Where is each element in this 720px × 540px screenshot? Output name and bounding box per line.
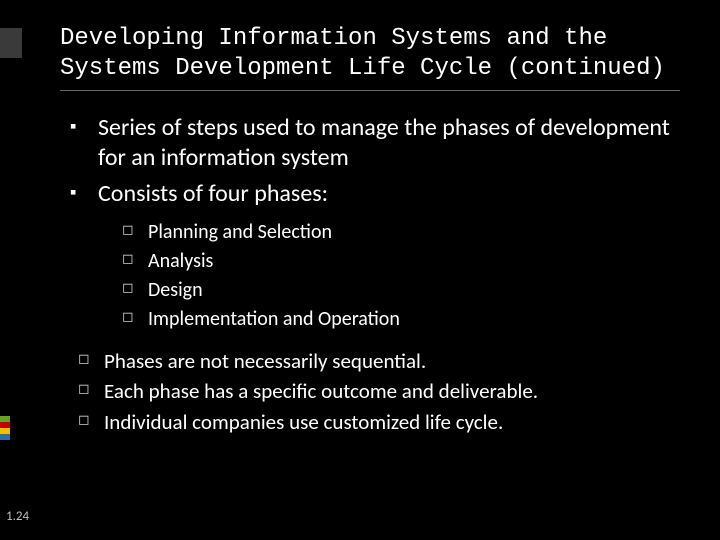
- note-item: Each phase has a specific outcome and de…: [78, 377, 680, 405]
- accent-stripes: [0, 416, 10, 440]
- phase-item: Analysis: [122, 248, 680, 275]
- phases-list: Planning and Selection Analysis Design I…: [122, 219, 680, 333]
- page-number: 1.24: [6, 509, 29, 524]
- bullet-list-lvl1: Series of steps used to manage the phase…: [70, 113, 680, 333]
- stripe-blue: [0, 434, 10, 440]
- bullet-lvl1: Consists of four phases: Planning and Se…: [70, 179, 680, 333]
- bullet-lvl1-text: Consists of four phases:: [98, 179, 328, 208]
- bullet-lvl1: Series of steps used to manage the phase…: [70, 113, 680, 173]
- accent-column: [0, 0, 22, 540]
- phase-item: Planning and Selection: [122, 219, 680, 246]
- slide-title: Developing Information Systems and the S…: [60, 24, 680, 91]
- accent-block: [0, 28, 22, 58]
- note-item: Individual companies use customized life…: [78, 408, 680, 436]
- slide-container: Developing Information Systems and the S…: [0, 0, 720, 540]
- note-item: Phases are not necessarily sequential.: [78, 347, 680, 375]
- slide-content: Series of steps used to manage the phase…: [60, 113, 680, 436]
- notes-list: Phases are not necessarily sequential. E…: [78, 347, 680, 436]
- phase-item: Design: [122, 277, 680, 304]
- phase-item: Implementation and Operation: [122, 306, 680, 333]
